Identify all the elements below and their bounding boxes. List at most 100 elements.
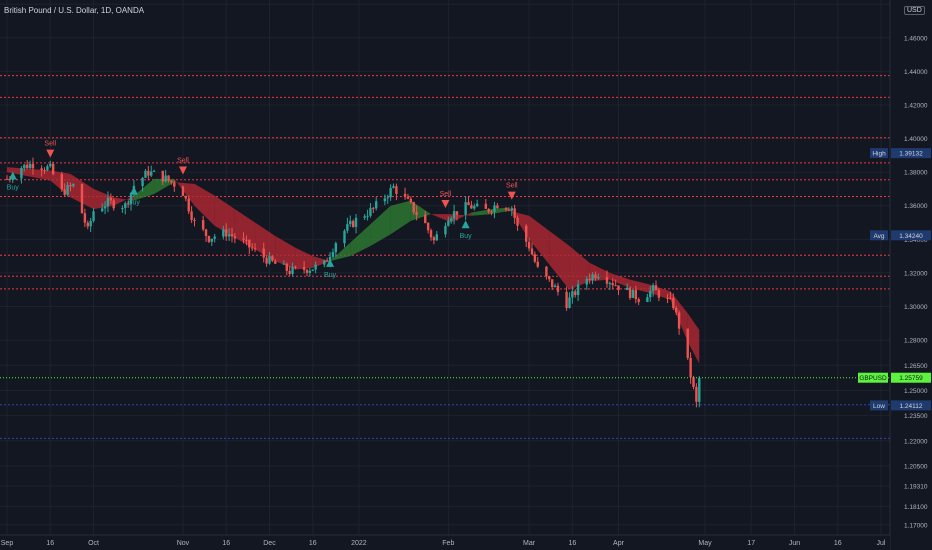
candle-body [429,230,433,238]
candle-body [92,211,95,221]
candle-body [637,299,640,302]
buy-signal-label: Buy [460,233,473,240]
sell-signal-arrow [46,149,55,158]
candle-body [669,297,672,299]
candle-body [63,189,66,195]
candle-body [141,177,144,187]
y-tick-label: 1.23500 [904,413,928,420]
candle-body [426,223,430,231]
candle-body [349,220,352,225]
candle-body [129,192,133,204]
price-label-name: High [872,151,886,158]
candle-body [470,205,473,209]
sell-signal-label: Sell [177,157,189,164]
candle-body [369,207,372,216]
candle-body [651,285,655,291]
candle-body [274,260,277,264]
candle-body [222,229,225,237]
y-tick-label: 1.34000 [904,237,928,244]
bull-cloud-segment [330,242,351,262]
x-tick-label: Sep [1,540,14,547]
candle-body [227,234,231,237]
candle-body [51,163,55,175]
y-tick-label: 1.40000 [904,136,928,143]
price-label-name: Avg [873,233,884,240]
y-tick-label: 1.30000 [904,304,928,311]
candle-body [170,180,173,183]
bull-cloud-segment [350,224,371,257]
candle-body [654,285,658,291]
bear-cloud-segment [113,195,134,206]
x-tick-label: 16 [46,540,54,547]
candle-body [66,185,69,195]
candle-body [447,220,450,226]
x-tick-label: Feb [442,540,454,547]
sell-signal-arrow [441,200,450,209]
candle-body [225,229,228,237]
bull-cloud-segment [390,200,411,235]
candle-body [346,224,349,231]
candle-body [392,186,395,188]
candle-body [271,256,274,261]
candle-body [184,195,188,199]
candle-body [288,270,291,274]
candle-body [112,200,115,209]
candle-body [536,261,539,267]
candle-body [150,171,153,176]
candle-body [343,230,346,244]
candle-body [302,267,306,270]
currency-unit-badge[interactable]: USD [904,6,925,15]
bear-cloud-segment [7,167,51,181]
buy-signal-arrow [461,220,470,229]
candle-body [372,207,375,209]
candle-body [375,201,378,209]
bull-cloud-segment [491,207,509,215]
bear-cloud-segment [234,209,256,250]
x-tick-label: Jun [789,540,800,547]
x-tick-label: Nov [177,540,190,547]
x-tick-label: 17 [747,540,755,547]
candle-body [646,297,649,302]
bull-cloud-segment [410,200,432,221]
price-label-value: 1.25759 [899,375,923,382]
y-tick-label: 1.17000 [904,522,928,529]
candle-body [262,248,265,258]
sell-signal-label: Sell [506,183,518,190]
candle-body [455,211,459,215]
candle-body [5,178,9,180]
candle-body [173,182,176,187]
y-tick-label: 1.26500 [904,363,928,370]
candle-body [201,220,205,230]
candle-body [516,217,519,226]
bear-cloud-segment [431,214,452,223]
y-tick-label: 1.20500 [904,464,928,471]
candle-body [692,377,695,387]
candle-body [187,198,190,212]
candle-body [23,164,26,168]
candle-body [89,220,92,227]
candle-body [415,212,418,215]
candle-body [496,205,499,209]
candle-body [314,264,317,270]
candle-body [591,274,594,281]
bear-cloud-segment [255,222,276,262]
buy-signal-label: Buy [128,200,141,207]
sell-signal-arrow [178,166,187,175]
candle-body [435,234,438,241]
y-tick-label: 1.28000 [904,338,928,345]
candle-body [490,211,493,213]
candle-body [504,208,508,210]
candle-body [395,186,398,194]
candle-body [72,184,75,187]
y-tick-label: 1.25000 [904,388,928,395]
candle-body [25,164,29,169]
candle-body [565,291,568,308]
bull-cloud-segment [471,209,492,216]
candle-body [43,170,46,172]
candle-body [698,378,701,402]
candle-body [49,163,52,167]
candle-body [248,239,251,248]
bear-cloud-segment [549,230,570,290]
candle-body [475,203,479,207]
